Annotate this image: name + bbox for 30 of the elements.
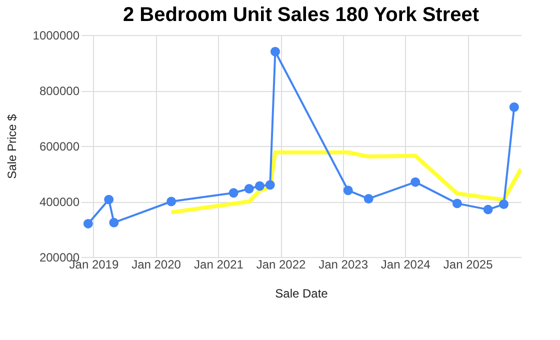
x-tick-label: Jan 2023: [318, 258, 368, 272]
line-series: [169, 150, 521, 214]
x-tick-label: Jan 2024: [380, 258, 431, 272]
point: [483, 204, 493, 214]
y-tick-label: 600000: [39, 140, 80, 154]
point: [343, 186, 353, 196]
x-tick-label: Jan 2020: [132, 258, 182, 272]
x-tick-label: Jan 2022: [256, 258, 306, 272]
y-axis-title: Sale Price $: [4, 114, 19, 179]
point: [452, 198, 462, 208]
y-tick-label: 800000: [39, 84, 80, 98]
point: [410, 177, 420, 187]
x-tick-label: Jan 2025: [443, 258, 494, 272]
point: [265, 180, 275, 190]
y-tick-label: 400000: [39, 195, 80, 209]
point: [509, 102, 519, 112]
y-tick-label: 1000000: [32, 28, 80, 42]
point: [166, 196, 176, 206]
point: [244, 184, 254, 194]
point: [270, 46, 280, 56]
point: [83, 218, 93, 228]
x-tick-label: Jan 2021: [194, 258, 244, 272]
point: [364, 194, 374, 204]
point: [228, 188, 238, 198]
point: [104, 194, 114, 204]
chart-title: 2 Bedroom Unit Sales 180 York Street: [122, 4, 480, 26]
x-axis-title: Sale Date: [275, 286, 328, 300]
point: [109, 218, 119, 228]
point: [499, 200, 509, 210]
point: [254, 181, 264, 191]
